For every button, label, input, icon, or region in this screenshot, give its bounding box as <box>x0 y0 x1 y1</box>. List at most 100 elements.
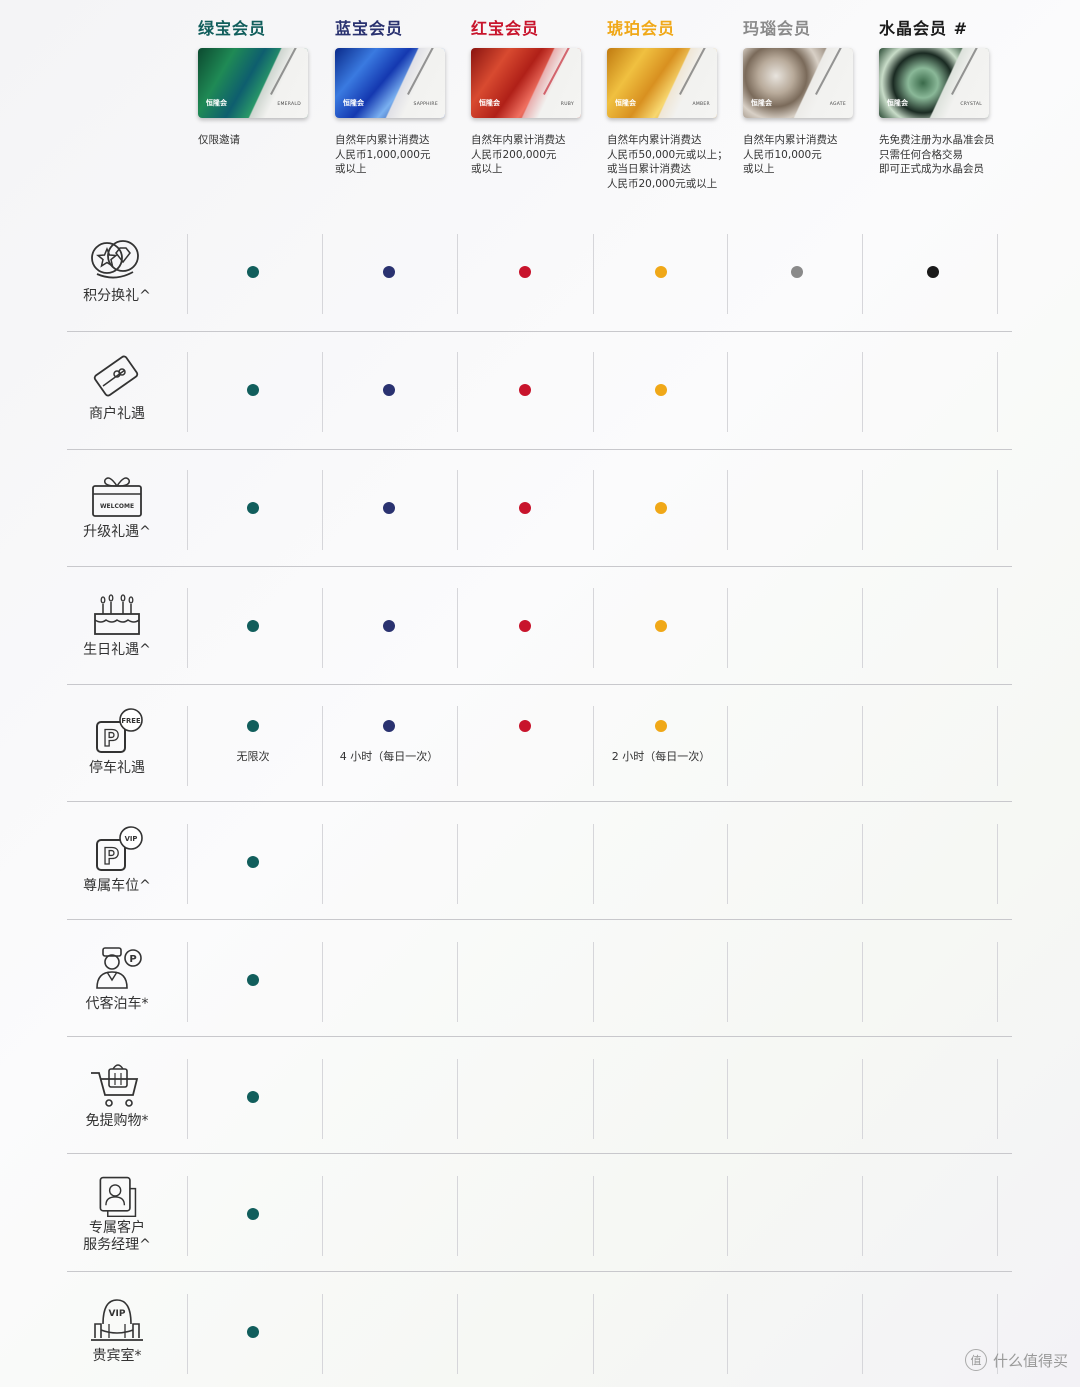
card-logo: 恒隆会 <box>615 99 636 107</box>
column-divider <box>593 824 594 904</box>
benefit-label: 生日礼遇^ <box>83 642 151 658</box>
column-divider <box>997 234 998 314</box>
column-divider <box>322 234 323 314</box>
free-parking-icon: P FREE <box>67 704 167 760</box>
requirement-line: 人民币10,000元 <box>743 148 822 161</box>
column-divider <box>593 234 594 314</box>
benefit-note: 2 小时（每日一次） <box>611 750 711 763</box>
column-divider <box>727 824 728 904</box>
column-divider <box>187 942 188 1022</box>
column-divider <box>997 352 998 432</box>
column-divider <box>862 942 863 1022</box>
column-divider <box>322 824 323 904</box>
vip-lounge-icon: VIP <box>67 1292 167 1348</box>
row-divider <box>67 1153 1012 1154</box>
svg-text:P: P <box>129 954 136 965</box>
benefit-label-cell: P VIP 尊属车位^ <box>67 822 167 895</box>
tier-requirement: 自然年内累计消费达 人民币10,000元 或以上 <box>743 133 879 177</box>
benefit-label-cell: 商户礼遇 <box>67 350 167 423</box>
requirement-line: 人民币1,000,000元 <box>335 148 431 161</box>
column-divider <box>862 1059 863 1139</box>
card-code: EMERALD <box>277 102 301 107</box>
benefit-label: 服务经理^ <box>83 1237 151 1253</box>
tier-name: 琥珀会员 <box>607 19 676 38</box>
card-logo: 恒隆会 <box>343 99 364 107</box>
merchant-card-icon <box>67 350 167 406</box>
column-divider <box>457 1059 458 1139</box>
column-divider <box>187 706 188 786</box>
column-divider <box>457 352 458 432</box>
column-divider <box>997 588 998 668</box>
points-gift-icon <box>67 232 167 288</box>
card-logo: 恒隆会 <box>751 99 772 107</box>
column-divider <box>862 1294 863 1374</box>
column-divider <box>997 1294 998 1374</box>
card-logo: 恒隆会 <box>479 99 500 107</box>
benefit-dot-emerald <box>247 720 259 732</box>
benefit-dot-sapphire <box>383 720 395 732</box>
requirement-line: 自然年内累计消费达 <box>335 134 430 146</box>
benefit-dot-crystal <box>927 266 939 278</box>
column-divider <box>727 942 728 1022</box>
column-divider <box>593 706 594 786</box>
column-divider <box>322 352 323 432</box>
benefit-dot-emerald <box>247 502 259 514</box>
column-divider <box>727 706 728 786</box>
benefit-label: 停车礼遇 <box>89 760 145 776</box>
card-code: SAPPHIRE <box>413 102 438 107</box>
benefit-label-cell: 免提购物* <box>67 1057 167 1130</box>
requirement-line: 或以上 <box>743 163 775 175</box>
membership-card-emerald: 恒隆会 EMERALD <box>198 48 308 118</box>
requirement-line: 或以上 <box>471 163 503 175</box>
column-divider <box>457 588 458 668</box>
column-divider <box>457 942 458 1022</box>
benefit-dot-emerald <box>247 384 259 396</box>
column-divider <box>593 942 594 1022</box>
benefit-label-cell: P 代客泊车* <box>67 940 167 1013</box>
card-code: AMBER <box>692 102 710 107</box>
row-divider <box>67 331 1012 332</box>
benefit-dot-amber <box>655 384 667 396</box>
benefit-dot-ruby <box>519 384 531 396</box>
column-divider <box>187 588 188 668</box>
benefit-dot-ruby <box>519 620 531 632</box>
row-divider <box>67 919 1012 920</box>
column-divider <box>187 234 188 314</box>
column-divider <box>322 706 323 786</box>
column-divider <box>457 470 458 550</box>
row-divider <box>67 1036 1012 1037</box>
column-divider <box>187 1176 188 1256</box>
column-divider <box>727 588 728 668</box>
tier-requirement: 自然年内累计消费达 人民币200,000元 或以上 <box>471 133 607 177</box>
requirement-line: 先免费注册为水晶准会员 <box>879 134 995 146</box>
column-divider <box>862 352 863 432</box>
benefit-label-cell: P FREE 停车礼遇 <box>67 704 167 777</box>
column-divider <box>862 1176 863 1256</box>
column-divider <box>322 1294 323 1374</box>
tier-name: 水晶会员 # <box>879 19 968 38</box>
row-divider <box>67 449 1012 450</box>
welcome-text: WELCOME <box>100 503 134 510</box>
benefit-dot-emerald <box>247 1326 259 1338</box>
benefit-dot-emerald <box>247 266 259 278</box>
column-divider <box>727 234 728 314</box>
column-divider <box>727 1059 728 1139</box>
column-divider <box>593 1294 594 1374</box>
card-code: CRYSTAL <box>960 102 982 107</box>
requirement-line: 即可正式成为水晶会员 <box>879 163 984 175</box>
welcome-gift-icon: WELCOME <box>67 468 167 524</box>
column-divider <box>187 352 188 432</box>
column-divider <box>593 352 594 432</box>
benefit-dot-ruby <box>519 266 531 278</box>
column-divider <box>322 1176 323 1256</box>
column-divider <box>187 470 188 550</box>
benefit-dot-amber <box>655 620 667 632</box>
benefit-note: 4 小时（每日一次） <box>339 750 439 763</box>
benefit-dot-sapphire <box>383 620 395 632</box>
row-divider <box>67 1271 1012 1272</box>
watermark-logo-icon: 值 <box>964 1349 987 1371</box>
requirement-line: 人民币20,000元或以上 <box>607 177 718 190</box>
svg-text:P: P <box>103 727 119 752</box>
column-divider <box>187 824 188 904</box>
benefit-dot-ruby <box>519 720 531 732</box>
